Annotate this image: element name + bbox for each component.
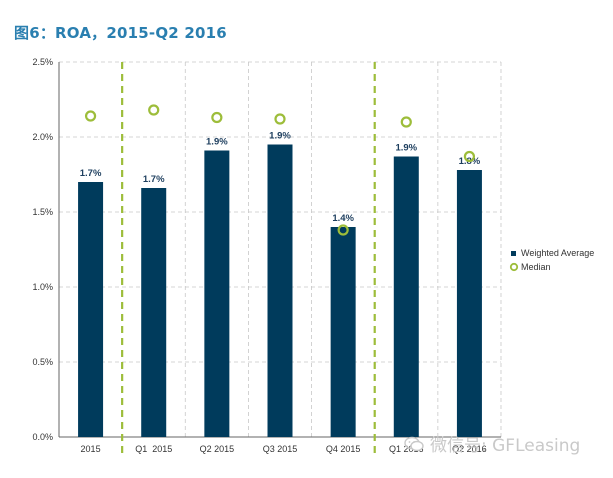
watermark-text: 微信号: GFLeasing xyxy=(430,436,581,456)
median-marker xyxy=(337,224,349,236)
x-tick-label: Q1 2016 xyxy=(389,444,424,454)
bar xyxy=(267,144,293,437)
legend-swatch-bar xyxy=(511,251,516,256)
median-marker xyxy=(84,110,97,122)
bar-data-label: 1.7% xyxy=(143,174,165,185)
bar-data-label: 1.9% xyxy=(269,131,291,142)
bar xyxy=(141,188,167,437)
y-tick-label: 2.5% xyxy=(32,57,53,67)
bar xyxy=(393,156,419,437)
y-tick-label: 0.0% xyxy=(32,432,53,442)
median-marker xyxy=(274,113,286,125)
x-tick-label: Q1 2015 xyxy=(135,444,172,454)
median-marker xyxy=(211,111,223,124)
median-marker xyxy=(463,150,476,163)
bar-data-label: 1.7% xyxy=(80,168,102,179)
y-tick-label: 1.0% xyxy=(32,282,53,292)
bar-data-label: 1.9% xyxy=(395,143,417,154)
bar xyxy=(330,227,356,437)
x-tick-label: Q4 2015 xyxy=(326,444,361,454)
watermark: 微信号: GFLeasing xyxy=(404,431,580,456)
bar xyxy=(204,150,230,437)
median-marker xyxy=(148,104,160,116)
bar-data-label: 1.9% xyxy=(206,137,228,148)
x-tick-label: Q2 2015 xyxy=(200,444,235,454)
legend-label-median: Median xyxy=(521,262,551,272)
y-tick-label: 1.5% xyxy=(32,207,53,217)
x-tick-label: 2015 xyxy=(81,444,101,454)
legend-label-weighted-average: Weighted Average xyxy=(521,248,594,258)
x-tick-label: Q2 2016 xyxy=(452,444,487,454)
bar-data-label: 1.4% xyxy=(332,213,354,224)
chart-title: 图6：ROA，2015-Q2 2016 xyxy=(14,24,227,42)
wechat-icon xyxy=(404,436,424,451)
median-marker xyxy=(400,116,412,128)
y-tick-label: 0.5% xyxy=(32,357,53,367)
bar xyxy=(78,182,104,437)
bar xyxy=(456,170,482,437)
legend-swatch-median xyxy=(509,262,519,272)
y-tick-label: 2.0% xyxy=(32,132,53,142)
x-tick-label: Q3 2015 xyxy=(263,444,298,454)
